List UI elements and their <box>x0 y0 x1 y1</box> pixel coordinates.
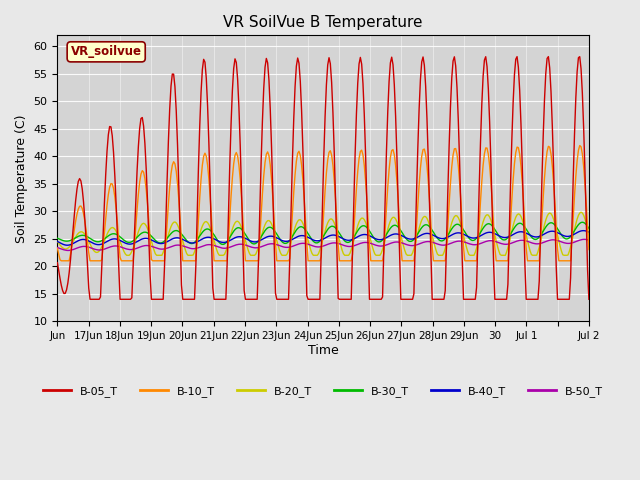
X-axis label: Time: Time <box>308 344 339 357</box>
Legend: B-05_T, B-10_T, B-20_T, B-30_T, B-40_T, B-50_T: B-05_T, B-10_T, B-20_T, B-30_T, B-40_T, … <box>39 382 607 401</box>
Text: VR_soilvue: VR_soilvue <box>70 45 141 59</box>
Y-axis label: Soil Temperature (C): Soil Temperature (C) <box>15 114 28 242</box>
Title: VR SoilVue B Temperature: VR SoilVue B Temperature <box>223 15 423 30</box>
